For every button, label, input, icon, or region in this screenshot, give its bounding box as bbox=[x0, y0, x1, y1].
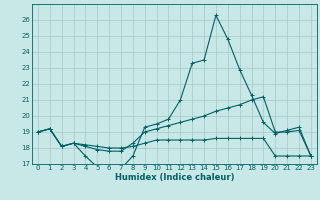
X-axis label: Humidex (Indice chaleur): Humidex (Indice chaleur) bbox=[115, 173, 234, 182]
